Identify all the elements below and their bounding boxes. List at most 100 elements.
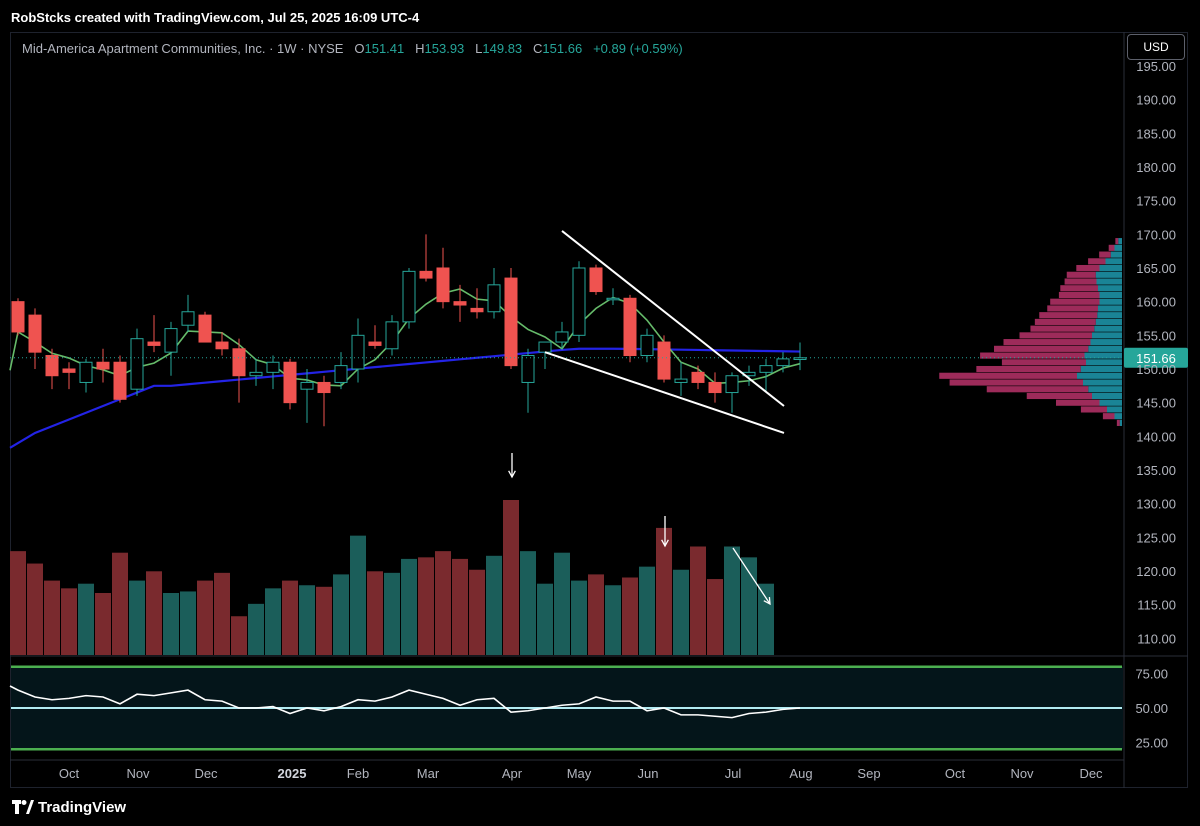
price-tick-5: 170.00: [1136, 227, 1176, 242]
price-tick-2: 185.00: [1136, 126, 1176, 141]
candle-body-9: [164, 328, 178, 353]
volume-profile-up-17: [1084, 352, 1122, 359]
volume-profile-down-0: [1115, 238, 1119, 245]
volume-bar-6: [112, 552, 128, 655]
currency-button[interactable]: USD: [1127, 34, 1185, 60]
volume-profile-up-9: [1099, 298, 1122, 305]
time-tick-1: Nov: [126, 766, 150, 781]
tradingview-logo-icon: [12, 800, 34, 814]
down-arrow-jun-head: [661, 539, 669, 548]
candle-body-34: [589, 267, 603, 293]
volume-profile-up-12: [1095, 318, 1122, 325]
change-value: +0.89 (+0.59%): [593, 41, 683, 56]
volume-bar-16: [282, 580, 298, 655]
volume-bar-41: [707, 579, 723, 655]
volume-profile-down-2: [1099, 251, 1111, 258]
volume-profile-up-19: [1080, 365, 1122, 373]
volume-profile-down-4: [1076, 264, 1100, 272]
high-label: H: [415, 41, 425, 56]
chart-frame[interactable]: [10, 32, 1188, 788]
candle-body-2: [45, 355, 59, 377]
last-price-label: 151.66: [1136, 351, 1176, 366]
candle-body-37: [640, 334, 654, 357]
volume-profile-down-25: [1080, 406, 1107, 413]
time-tick-8: Jun: [638, 766, 659, 781]
volume-profile-down-17: [980, 352, 1085, 359]
candle-body-44: [759, 365, 773, 373]
volume-profile-down-9: [1050, 298, 1100, 305]
time-tick-3: 2025: [278, 766, 307, 781]
volume-bar-24: [418, 557, 434, 655]
volume-bar-33: [571, 580, 587, 655]
volume-profile-down-12: [1034, 318, 1096, 325]
price-tick-0: 195.00: [1136, 59, 1176, 74]
volume-profile-down-3: [1088, 258, 1106, 265]
candle-body-25: [436, 267, 450, 303]
volume-profile-up-24: [1099, 399, 1122, 406]
volume-bar-20: [350, 535, 366, 655]
volume-bar-28: [486, 555, 502, 655]
top-bar: RobStcks created with TradingView.com, J…: [0, 0, 1200, 32]
candle-body-19: [334, 365, 348, 383]
volume-bar-19: [333, 574, 349, 655]
candle-body-14: [249, 371, 263, 377]
volume-profile-up-26: [1114, 413, 1122, 420]
time-tick-6: Apr: [502, 766, 523, 781]
volume-profile-down-26: [1102, 413, 1115, 420]
time-tick-4: Feb: [347, 766, 369, 781]
candle-body-7: [130, 338, 144, 390]
volume-bar-31: [537, 583, 553, 655]
volume-bar-21: [367, 571, 383, 655]
volume-profile-up-11: [1097, 312, 1122, 319]
open-value: 151.41: [364, 41, 405, 56]
symbol-name[interactable]: Mid-America Apartment Communities, Inc. …: [22, 41, 344, 56]
volume-bar-29: [503, 500, 519, 655]
volume-profile-up-5: [1095, 271, 1122, 278]
volume-profile-up-18: [1086, 359, 1122, 366]
down-arrow-apr-head: [508, 470, 516, 479]
price-tick-11: 140.00: [1136, 429, 1176, 444]
volume-bar-42: [724, 546, 740, 655]
volume-bar-15: [265, 588, 281, 655]
down-arrow-jul-head: [763, 596, 771, 606]
volume-profile-up-10: [1098, 305, 1122, 312]
candle-body-36: [623, 297, 637, 357]
volume-profile-down-15: [1003, 339, 1091, 346]
price-tick-4: 175.00: [1136, 194, 1176, 209]
down-arrow-jul-shaft: [732, 547, 771, 605]
volume-profile-down-19: [976, 365, 1081, 373]
volume-profile-up-14: [1092, 332, 1122, 339]
time-tick-9: Jul: [725, 766, 742, 781]
candle-body-13: [232, 348, 246, 377]
candle-body-3: [62, 368, 76, 373]
candle-body-41: [708, 381, 722, 394]
volume-profile-up-27: [1119, 419, 1122, 426]
candle-body-45: [776, 358, 790, 367]
price-tick-1: 190.00: [1136, 93, 1176, 108]
low-label: L: [475, 41, 483, 56]
candle-body-15: [266, 361, 280, 373]
price-tick-6: 165.00: [1136, 261, 1176, 276]
time-tick-7: May: [567, 766, 592, 781]
candle-body-38: [657, 341, 671, 380]
candle-body-26: [453, 301, 467, 306]
tradingview-logo[interactable]: TradingView: [12, 798, 126, 816]
price-tick-17: 110.00: [1137, 631, 1176, 646]
time-tick-12: Oct: [945, 766, 966, 781]
candle-body-27: [470, 307, 484, 313]
volume-bar-17: [299, 585, 315, 655]
volume-profile-up-16: [1088, 345, 1122, 352]
rsi-tick-0: 75.00: [1135, 667, 1168, 682]
candle-body-40: [691, 371, 705, 383]
volume-bar-34: [588, 574, 604, 655]
volume-bar-7: [129, 580, 145, 655]
candle-body-22: [385, 321, 399, 350]
tradingview-logo-text: TradingView: [38, 798, 127, 816]
volume-bar-11: [197, 580, 213, 655]
symbol-legend: Mid-America Apartment Communities, Inc. …: [22, 41, 683, 56]
volume-profile-up-13: [1094, 325, 1122, 332]
candle-body-0: [11, 301, 25, 333]
candle-body-4: [79, 361, 93, 383]
volume-bar-1: [27, 563, 43, 655]
